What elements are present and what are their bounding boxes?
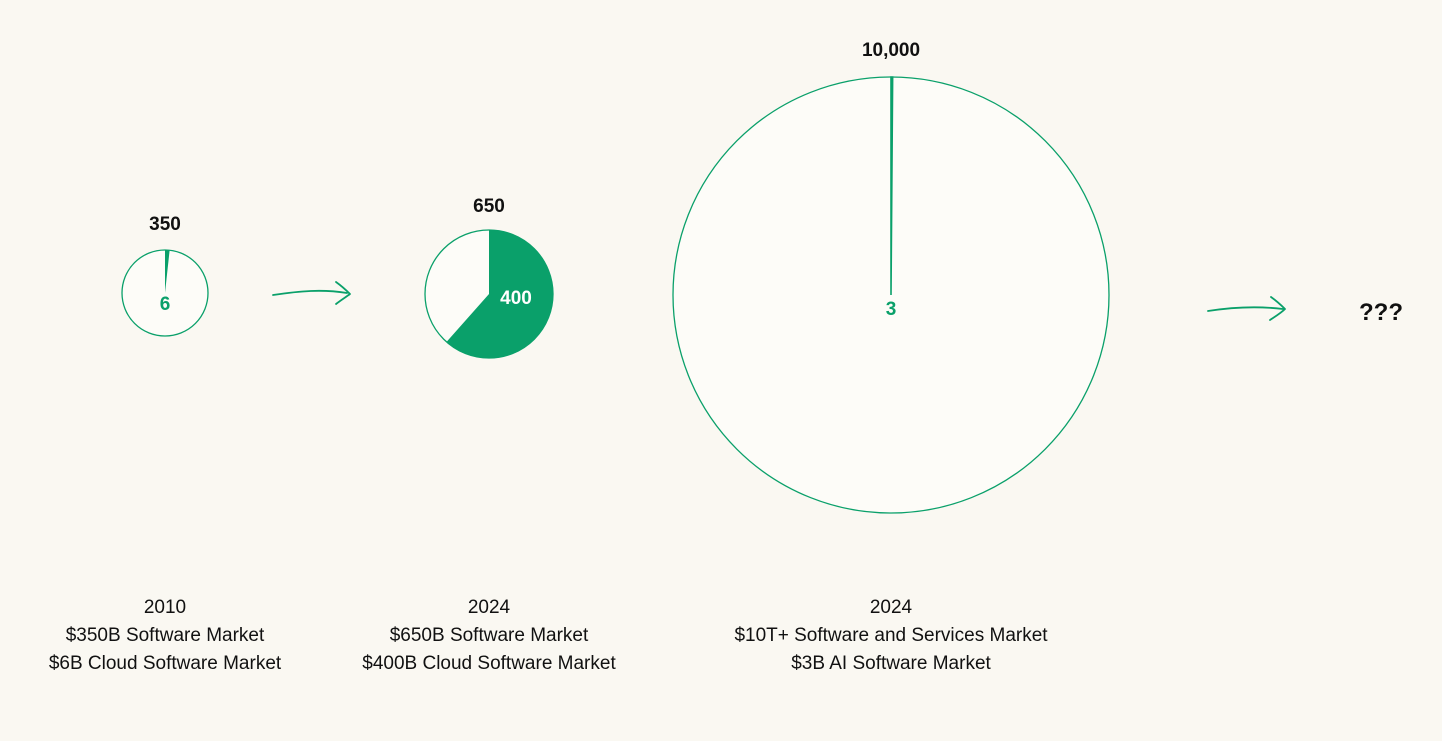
pie-2024-ai: 10,000 3 <box>672 40 1110 514</box>
caption-2024-cloud-line-2: $400B Cloud Software Market <box>362 653 616 674</box>
pie-2024-cloud-slice <box>446 230 554 358</box>
caption-2024-cloud-line-1: $650B Software Market <box>389 625 589 646</box>
caption-2024-ai: 2024 $10T+ Software and Services Market … <box>721 594 1061 678</box>
pie-2010-slice-label: 6 <box>160 294 171 315</box>
caption-2010: 2010 $350B Software Market $6B Cloud Sof… <box>0 594 335 678</box>
pie-2010-slice <box>165 250 170 293</box>
caption-2024-cloud: 2024 $650B Software Market $400B Cloud S… <box>319 594 659 678</box>
caption-2010-year: 2010 <box>143 597 187 618</box>
future-label: ??? <box>1359 299 1403 326</box>
caption-2010-line-2: $6B Cloud Software Market <box>48 653 282 674</box>
pie-2024-ai-total-label: 10,000 <box>862 40 920 61</box>
pie-2024-cloud: 650 400 <box>424 196 554 359</box>
pie-2024-cloud-total-label: 650 <box>473 196 505 217</box>
pie-2010-total-label: 350 <box>149 214 181 235</box>
arrow-right-icon <box>272 281 351 305</box>
caption-2010-line-1: $350B Software Market <box>65 625 265 646</box>
pie-2024-ai-slice-label: 3 <box>886 299 897 320</box>
pie-2024-ai-slice <box>890 76 894 296</box>
caption-2024-ai-line-1: $10T+ Software and Services Market <box>734 625 1048 646</box>
pie-2024-cloud-slice-label: 400 <box>500 288 532 309</box>
caption-2024-cloud-year: 2024 <box>467 597 511 618</box>
caption-2024-ai-year: 2024 <box>869 597 913 618</box>
pie-2010: 350 6 <box>121 214 209 337</box>
arrow-right-icon <box>1207 296 1286 321</box>
caption-2024-ai-line-2: $3B AI Software Market <box>791 653 991 674</box>
